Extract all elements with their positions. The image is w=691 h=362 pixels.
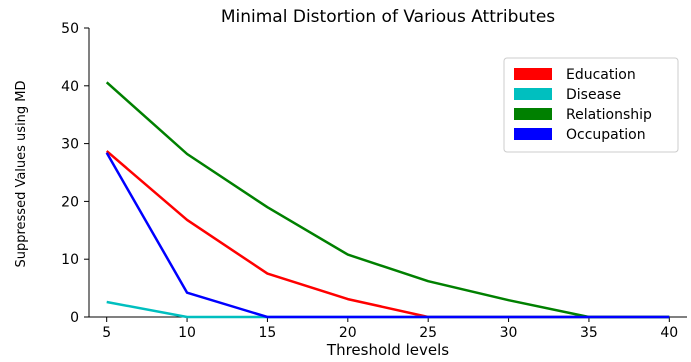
legend: Education Disease Relationship Occupation [503, 57, 679, 153]
x-tick-label: 30 [500, 325, 518, 341]
y-axis-label: Suppressed Values using MD [14, 80, 29, 267]
x-axis-label: Threshold levels [326, 341, 449, 359]
series-line-occupation [105, 152, 670, 319]
y-tick-label: 0 [70, 310, 79, 326]
chart-title: Minimal Distortion of Various Attributes [221, 7, 555, 27]
y-tick-label: 10 [61, 252, 79, 268]
x-tick-label: 5 [102, 325, 111, 341]
legend-swatch [514, 68, 552, 80]
y-tick-label: 50 [61, 21, 79, 37]
legend-swatch [514, 88, 552, 100]
plot-area: 0 10 20 30 40 50 5 10 15 20 25 30 35 40 [61, 21, 687, 341]
x-tick-label: 40 [660, 325, 678, 341]
legend-swatch [514, 108, 552, 120]
series-line-education [105, 150, 670, 319]
series-line-relationship [105, 81, 670, 319]
x-tick-label: 20 [339, 325, 357, 341]
legend-label: Occupation [566, 127, 646, 143]
legend-label: Relationship [566, 107, 652, 123]
y-tick-label: 30 [61, 137, 79, 153]
x-tick-label: 35 [580, 325, 598, 341]
y-tick-label: 40 [61, 79, 79, 95]
legend-label: Education [566, 67, 636, 83]
x-tick-label: 15 [259, 325, 277, 341]
legend-swatch [514, 128, 552, 140]
x-tick-label: 10 [178, 325, 196, 341]
x-tick-label: 25 [419, 325, 437, 341]
series-line-disease [106, 300, 670, 319]
legend-label: Disease [566, 87, 621, 103]
y-tick-label: 20 [61, 194, 79, 210]
